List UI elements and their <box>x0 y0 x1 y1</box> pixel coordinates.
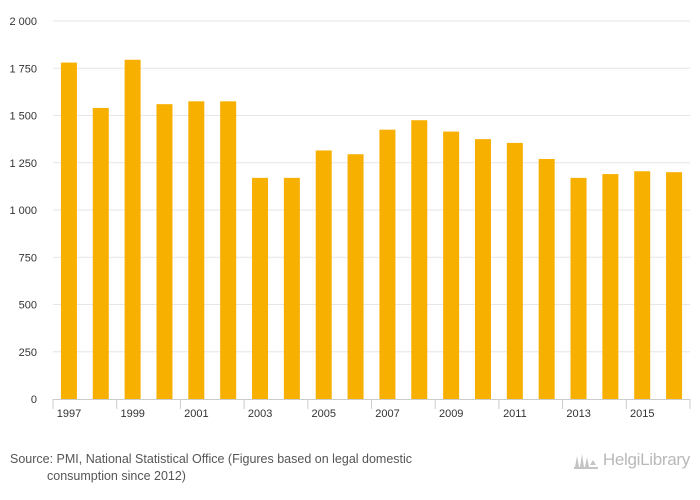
x-tick-label: 2005 <box>312 408 336 420</box>
y-tick-label: 250 <box>19 347 37 359</box>
brand-logo[interactable]: HelgiLibrary <box>573 450 690 470</box>
bar-2009 <box>443 131 460 399</box>
bar-2013 <box>570 177 587 399</box>
y-tick-label: 2 000 <box>9 16 37 28</box>
bar-2014 <box>602 174 619 399</box>
bar-2004 <box>283 177 300 399</box>
source-line-2: consumption since 2012) <box>47 469 186 483</box>
x-tick-label: 2009 <box>439 408 463 420</box>
y-tick-label: 1 750 <box>9 63 37 75</box>
source-note: Source: PMI, National Statistical Office… <box>10 451 490 485</box>
library-building-icon <box>573 454 598 469</box>
y-tick-label: 1 500 <box>9 111 37 123</box>
bar-2011 <box>506 142 523 399</box>
bar-1997 <box>60 62 77 400</box>
bar-2008 <box>411 120 428 399</box>
y-tick-label: 750 <box>19 252 37 264</box>
x-tick-label: 2015 <box>630 408 654 420</box>
y-tick-label: 500 <box>19 300 37 312</box>
bar-2006 <box>347 154 364 399</box>
bar-2012 <box>538 158 555 399</box>
brand-name: HelgiLibrary <box>602 450 690 469</box>
x-tick-label: 2001 <box>184 408 208 420</box>
bar-2016 <box>666 172 683 399</box>
bar-2002 <box>220 101 237 399</box>
x-tick-label: 2011 <box>503 408 527 420</box>
y-tick-label: 1 000 <box>9 205 37 217</box>
bar-2001 <box>188 101 205 399</box>
x-tick-label: 1997 <box>57 408 81 420</box>
bar-2007 <box>379 129 396 400</box>
bar-1998 <box>92 107 109 399</box>
x-tick-label: 2003 <box>248 408 272 420</box>
bar-2000 <box>156 104 173 399</box>
x-tick-label: 2007 <box>375 408 399 420</box>
x-tick-label: 1999 <box>120 408 144 420</box>
bar-2003 <box>252 177 269 399</box>
source-line-1: Source: PMI, National Statistical Office… <box>10 452 413 466</box>
y-tick-label: 0 <box>31 394 37 406</box>
y-tick-label: 1 250 <box>9 158 37 170</box>
bar-chart: 0 250 500 750 1 000 1 250 1 500 1 750 2 000 1997 1… <box>9 16 691 420</box>
bar-1999 <box>124 59 141 400</box>
x-tick-label: 2013 <box>566 408 590 420</box>
bar-2015 <box>634 171 651 399</box>
bar-2010 <box>474 139 491 399</box>
bar-2005 <box>315 150 332 399</box>
